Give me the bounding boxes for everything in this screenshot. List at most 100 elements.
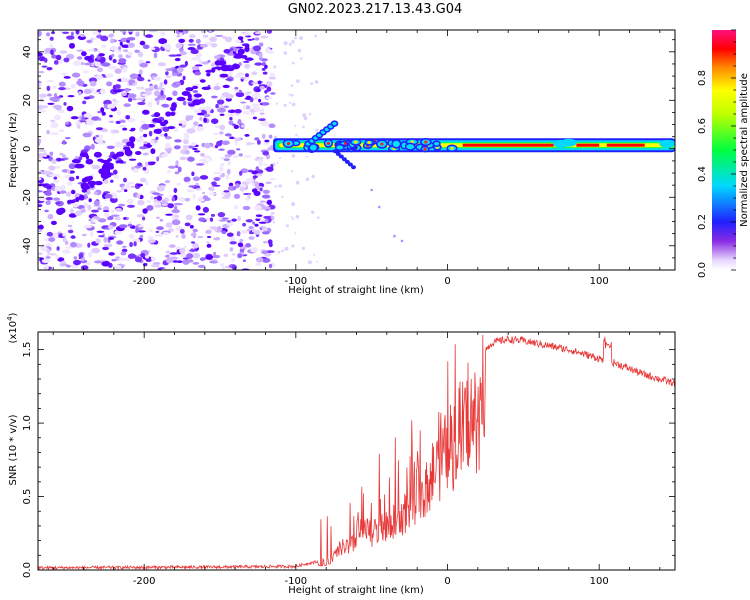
noise-blob	[170, 107, 176, 112]
noise-blob	[95, 135, 99, 138]
noise-blob	[153, 76, 162, 81]
snr-panel: -200 -100 0 100 0.0 0.5 1.0 1.5 Height of stra…	[6, 312, 676, 596]
noise-blob	[201, 61, 209, 65]
noise-blob	[189, 34, 196, 38]
noise-speck	[314, 80, 319, 84]
noise-blob	[216, 82, 220, 86]
noise-blob	[176, 96, 186, 102]
noise-blob	[197, 112, 204, 116]
noise-blob	[165, 213, 173, 216]
noise-blob	[229, 241, 237, 245]
spectrogram-xlabel: Height of straight line (km)	[288, 285, 424, 296]
noise-blob	[235, 91, 245, 98]
y-tick-label: -40	[22, 238, 33, 254]
chart-title: GN02.2023.217.13.43.G04	[287, 2, 463, 17]
noise-blob	[127, 42, 135, 48]
noise-speck	[302, 125, 305, 129]
noise-blob	[47, 213, 54, 220]
noise-blob	[265, 181, 272, 185]
noise-blob	[114, 141, 124, 148]
noise-blob	[51, 97, 60, 103]
noise-blob	[244, 31, 250, 36]
noise-blob	[106, 145, 115, 149]
signal-blob-core	[450, 146, 454, 150]
snr-x-ticks: -200 -100 0 100	[52, 332, 661, 587]
noise-blob	[43, 57, 48, 63]
noise-speck	[292, 217, 295, 220]
noise-speck	[291, 202, 296, 207]
noise-speck	[291, 61, 295, 65]
noise-blob	[175, 164, 179, 168]
noise-blob	[229, 247, 234, 252]
noise-blob	[115, 120, 121, 125]
noise-blob	[108, 120, 115, 124]
noise-blob	[174, 57, 181, 62]
noise-blob	[110, 179, 114, 183]
noise-blob	[244, 57, 254, 61]
noise-blob	[187, 47, 196, 51]
noise-blob	[127, 93, 137, 99]
noise-blob	[135, 137, 144, 143]
signal-blob	[391, 139, 402, 149]
noise-blob	[101, 111, 106, 116]
noise-blob	[256, 88, 261, 93]
signal-blob-core	[423, 147, 427, 151]
noise-blob	[190, 232, 197, 237]
noise-blob	[175, 246, 181, 250]
noise-blob	[179, 156, 188, 161]
noise-blob	[136, 214, 144, 218]
noise-blob	[236, 148, 241, 151]
noise-blob	[112, 154, 118, 160]
noise-blob	[189, 249, 198, 252]
noise-blob	[122, 127, 128, 131]
noise-blob	[258, 118, 266, 121]
noise-blob	[41, 65, 48, 68]
noise-blob	[122, 245, 127, 248]
noise-blob	[113, 169, 118, 175]
signal-tail	[347, 162, 353, 167]
noise-blob	[229, 48, 234, 51]
noise-blob	[46, 130, 50, 135]
noise-blob	[185, 214, 193, 221]
noise-blob	[130, 127, 136, 131]
noise-blob	[109, 46, 119, 51]
signal-branch	[330, 120, 339, 127]
signal-tail	[335, 151, 341, 156]
noise-speck	[302, 113, 307, 118]
noise-blob	[89, 80, 97, 87]
noise-blob	[70, 116, 79, 120]
colorbar-tick-label: 0.2	[697, 214, 708, 230]
noise-blob	[171, 209, 180, 214]
noise-blob	[136, 193, 141, 199]
noise-blob	[38, 157, 43, 161]
noise-blob	[248, 226, 254, 229]
noise-blob	[103, 179, 109, 184]
noise-blob	[78, 156, 83, 161]
noise-blob	[211, 181, 217, 186]
noise-blob	[137, 230, 146, 233]
noise-blob	[219, 124, 226, 131]
noise-blob	[122, 66, 128, 73]
noise-blob	[185, 87, 194, 92]
noise-blob	[241, 124, 245, 128]
noise-blob	[144, 34, 154, 38]
noise-blob	[126, 37, 136, 41]
noise-blob	[123, 184, 131, 190]
noise-blob	[98, 218, 107, 223]
noise-blob	[108, 225, 114, 230]
noise-blob	[218, 219, 227, 222]
noise-blob	[114, 217, 121, 221]
noise-blob	[192, 147, 198, 151]
noise-blob	[227, 160, 231, 166]
signal-tail	[344, 159, 350, 164]
noise-blob	[92, 48, 98, 52]
noise-blob	[63, 76, 71, 79]
noise-blob	[101, 233, 106, 236]
noise-blob	[254, 62, 263, 66]
colorbar-tick-label: 0.6	[697, 118, 708, 134]
noise-blob	[248, 80, 254, 86]
noise-blob	[192, 228, 198, 233]
noise-blob	[265, 166, 274, 172]
noise-blob	[120, 77, 130, 83]
noise-blob	[133, 241, 137, 247]
